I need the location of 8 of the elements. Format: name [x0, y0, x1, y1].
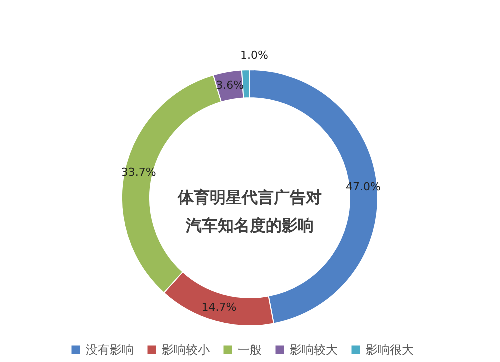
data-label: 14.7%	[202, 300, 237, 314]
text: 体育明星代言广告对汽车知名度的影响	[177, 188, 322, 235]
legend-label: 影响很大	[366, 343, 414, 357]
legend-label: 影响较小	[162, 343, 210, 357]
data-label: 1.0%	[240, 49, 268, 62]
legend-label: 影响较大	[290, 343, 338, 357]
legend-label: 没有影响	[86, 343, 134, 357]
legend-label: 一般	[238, 343, 262, 357]
